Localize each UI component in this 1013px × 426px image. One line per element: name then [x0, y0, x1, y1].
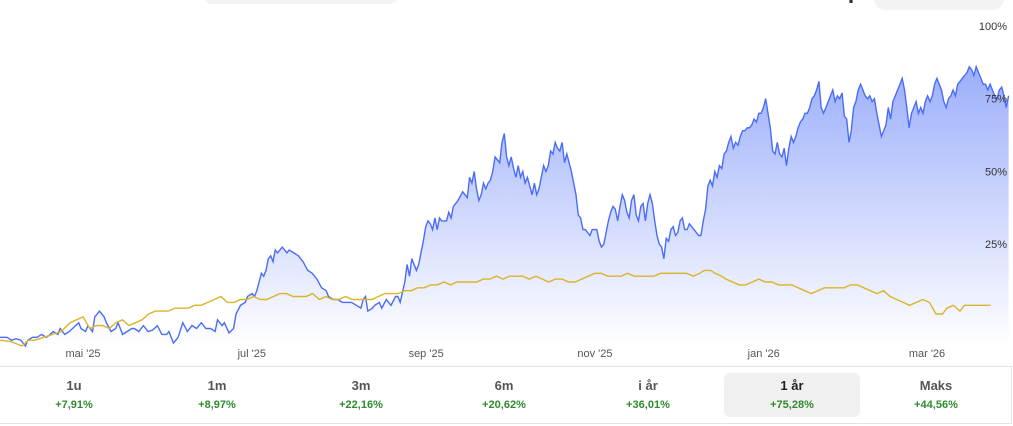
- period-1m[interactable]: 1m +8,97%: [149, 373, 285, 417]
- y-tick-label: 50%: [985, 166, 1007, 178]
- period-change: +75,28%: [770, 399, 814, 411]
- arrow-icon[interactable]: ⬆: [843, 0, 859, 6]
- series-area-fill: [0, 66, 1009, 346]
- series-line-gold: [0, 269, 991, 347]
- period-label: 6m: [494, 378, 514, 393]
- x-tick-label: mar '26: [909, 348, 945, 360]
- period-label: Maks: [919, 378, 953, 393]
- period-label: i år: [638, 378, 658, 393]
- top-control-left[interactable]: [204, 0, 398, 4]
- period-change: +22,16%: [339, 399, 383, 411]
- period-max[interactable]: Maks +44,56%: [868, 373, 1004, 417]
- period-label: 3m: [351, 378, 371, 393]
- y-tick-label: 100%: [979, 21, 1007, 33]
- period-1y[interactable]: 1 år +75,28%: [724, 373, 860, 417]
- period-selector: 1u +7,91% 1m +8,97% 3m +22,16% 6m +20,62…: [0, 366, 1012, 424]
- period-change: +44,56%: [914, 399, 958, 411]
- period-change: +8,97%: [198, 399, 236, 411]
- period-ytd[interactable]: i år +36,01%: [580, 373, 716, 417]
- price-chart: 100% 75% 50% 25% mai '25 jul '25 sep '25 nov '…: [0, 21, 1010, 360]
- period-label: 1m: [207, 378, 227, 393]
- period-6m[interactable]: 6m +20,62%: [436, 373, 572, 417]
- period-label: 1 år: [780, 378, 804, 393]
- period-label: 1u: [66, 378, 82, 393]
- y-tick-label: 75%: [985, 94, 1007, 106]
- period-3m[interactable]: 3m +22,16%: [293, 373, 429, 417]
- period-change: +20,62%: [482, 399, 526, 411]
- x-tick-label: sep '25: [409, 348, 444, 360]
- x-tick-label: jan '26: [747, 348, 780, 360]
- period-change: +7,91%: [55, 399, 93, 411]
- series-line-blue: [0, 64, 1010, 348]
- x-tick-label: jul '25: [237, 348, 266, 360]
- x-tick-label: mai '25: [65, 348, 100, 360]
- period-change: +36,01%: [626, 399, 670, 411]
- x-tick-label: nov '25: [577, 348, 612, 360]
- top-control-right[interactable]: [874, 0, 1004, 10]
- period-1u[interactable]: 1u +7,91%: [6, 373, 142, 417]
- y-tick-label: 25%: [985, 239, 1007, 251]
